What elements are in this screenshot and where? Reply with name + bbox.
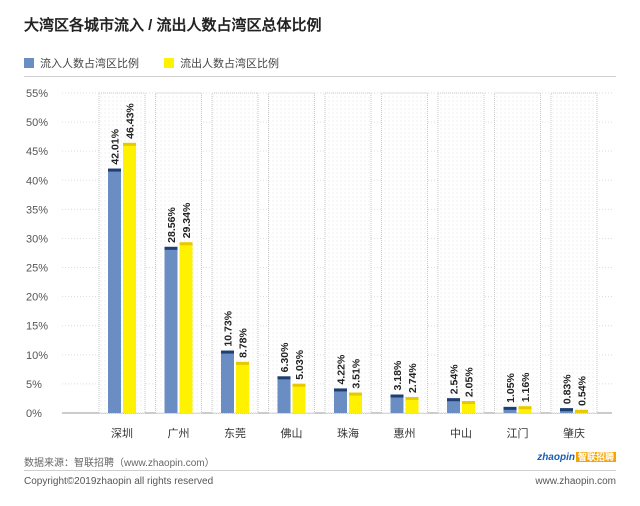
bar-inflow	[221, 350, 234, 413]
bar-inflow	[503, 406, 517, 413]
data-label-outflow: 0.54%	[577, 375, 589, 405]
y-tick-label: 35%	[26, 204, 48, 216]
legend-swatch-inflow	[24, 58, 34, 68]
column-background	[268, 92, 315, 414]
legend-swatch-outflow	[164, 58, 175, 68]
y-tick-label: 20%	[26, 292, 48, 304]
data-label-inflow: 0.83%	[562, 374, 574, 404]
data-label-inflow: 28.56%	[166, 207, 178, 243]
data-label-outflow: 8.78%	[238, 327, 250, 357]
data-source: 数据来源：智联招聘（www.zhaopin.com）	[24, 458, 215, 469]
data-label-outflow: 46.43%	[125, 103, 137, 139]
column-background	[381, 92, 428, 414]
bar-outflow-cap	[462, 401, 475, 405]
x-tick-label: 中山	[450, 427, 472, 440]
bar-inflow-cap	[560, 408, 573, 412]
bar-inflow-cap	[334, 388, 347, 392]
footer-url[interactable]: www.zhaopin.com	[535, 476, 616, 487]
x-tick-label: 东莞	[224, 427, 246, 440]
header-divider	[24, 76, 616, 77]
bar-inflow-cap	[390, 394, 404, 398]
bar-inflow-cap	[277, 376, 291, 380]
bar-outflow	[349, 392, 362, 413]
data-label-inflow: 4.22%	[336, 354, 348, 384]
x-tick-label: 佛山	[281, 427, 303, 440]
data-label-inflow: 3.18%	[392, 360, 404, 390]
y-tick-label: 30%	[26, 233, 48, 245]
bar-inflow-cap	[447, 398, 460, 402]
bar-inflow	[108, 168, 121, 413]
bar-inflow-cap	[108, 168, 121, 172]
y-tick-label: 55%	[26, 88, 48, 100]
data-label-inflow: 6.30%	[279, 342, 291, 372]
footer-divider	[24, 470, 616, 471]
bar-outflow	[518, 406, 532, 413]
column-background	[324, 92, 372, 414]
bar-chart: 0% 5% 10% 15% 20% 25% 30% 35% 40% 45% 50% 55% 42.01%…	[26, 88, 612, 440]
bar-inflow	[447, 398, 460, 413]
column-background	[98, 92, 146, 414]
y-tick-label: 0%	[26, 408, 42, 420]
logo-badge: 智联招聘	[575, 452, 616, 462]
bar-outflow	[123, 142, 136, 413]
x-tick-label: 广州	[168, 427, 190, 440]
data-label-outflow: 2.74%	[407, 363, 419, 393]
bar-outflow-cap	[236, 361, 249, 365]
x-tick-label: 江门	[507, 426, 529, 440]
data-label-outflow: 29.34%	[181, 202, 193, 238]
data-label-outflow: 5.03%	[294, 349, 306, 379]
y-tick-label: 40%	[26, 175, 48, 187]
column-background	[550, 92, 598, 414]
column-background	[437, 92, 485, 414]
x-tick-label: 珠海	[337, 426, 359, 440]
legend-item-outflow: 流出人数占湾区比例	[164, 55, 279, 71]
data-label-outflow: 2.05%	[464, 367, 476, 397]
legend-label-inflow: 流入人数占湾区比例	[40, 58, 139, 70]
y-tick-label: 5%	[26, 379, 42, 391]
y-tick-label: 50%	[26, 117, 48, 129]
column-background	[494, 92, 541, 414]
bar-outflow-cap	[123, 142, 136, 146]
bar-outflow	[462, 401, 475, 413]
bar-inflow-cap	[164, 246, 178, 250]
x-tick-label: 肇庆	[563, 426, 585, 440]
data-label-outflow: 3.51%	[351, 358, 363, 388]
data-label-inflow: 1.05%	[505, 372, 517, 402]
bar-outflow	[292, 383, 306, 413]
chart-title: 大湾区各城市流入 / 流出人数占湾区总体比例	[24, 17, 322, 34]
bar-outflow	[405, 397, 419, 413]
bar-outflow	[236, 361, 249, 413]
bar-inflow-cap	[221, 350, 234, 354]
data-label-outflow: 1.16%	[520, 372, 532, 402]
zhaopin-logo: zhaopin 智联招聘	[537, 450, 616, 463]
data-label-inflow: 2.54%	[449, 364, 461, 394]
bar-inflow	[277, 376, 291, 413]
data-label-inflow: 42.01%	[110, 128, 122, 164]
column-background	[155, 92, 202, 414]
bar-outflow-cap	[292, 383, 306, 387]
bar-outflow-cap	[405, 397, 419, 401]
copyright: Copyright©2019zhaopin all rights reserve…	[24, 476, 214, 487]
bar-outflow-cap	[179, 242, 193, 246]
x-tick-label: 深圳	[111, 427, 133, 440]
legend-label-outflow: 流出人数占湾区比例	[180, 58, 280, 70]
data-label-inflow: 10.73%	[223, 310, 235, 346]
bar-inflow	[164, 246, 178, 413]
y-tick-label: 15%	[26, 321, 48, 333]
bar-outflow-cap	[575, 409, 588, 413]
x-tick-label: 惠州	[394, 426, 416, 440]
y-tick-label: 45%	[26, 146, 48, 158]
legend: 流入人数占湾区比例 流出人数占湾区比例	[24, 55, 301, 71]
logo-text: zhaopin	[537, 452, 575, 463]
legend-item-inflow: 流入人数占湾区比例	[24, 55, 139, 71]
y-tick-label: 10%	[26, 350, 48, 362]
bar-inflow	[390, 394, 404, 413]
bar-inflow-cap	[503, 406, 517, 410]
bar-outflow	[179, 242, 193, 413]
bar-outflow-cap	[518, 406, 532, 410]
bar-outflow-cap	[349, 392, 362, 396]
y-tick-label: 25%	[26, 263, 48, 275]
column-background	[211, 92, 259, 414]
bar-inflow	[334, 388, 347, 413]
